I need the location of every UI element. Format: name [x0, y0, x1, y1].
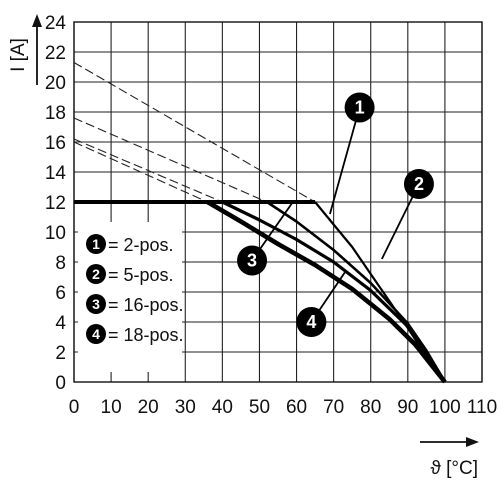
series-3-curve — [221, 200, 447, 383]
x-tick-label: 60 — [286, 397, 307, 418]
x-tick-label: 90 — [397, 397, 418, 418]
legend-marker-number: 2 — [92, 266, 100, 282]
legend-marker-number: 1 — [92, 236, 100, 252]
legend-marker-number: 4 — [92, 326, 100, 342]
y-tick-label: 8 — [55, 253, 66, 274]
legend-marker-3 — [86, 294, 106, 314]
x-axis-arrowhead — [466, 437, 479, 447]
callout-2-number: 2 — [414, 174, 424, 194]
y-tick-label: 20 — [45, 73, 66, 94]
callout-1-badge — [344, 92, 375, 123]
y-tick-label: 10 — [45, 223, 66, 244]
legend-label: = 16-pos. — [108, 295, 184, 315]
y-axis-title: I [A] — [8, 38, 29, 72]
legend-label: = 18-pos. — [108, 325, 184, 345]
x-tick-label: 30 — [175, 397, 196, 418]
callout-4-badge — [296, 307, 327, 337]
x-tick-label: 40 — [212, 397, 233, 418]
x-axis-title: ϑ [°C] — [430, 458, 478, 479]
callout-3-badge — [237, 245, 268, 276]
callout-4-number: 4 — [306, 312, 316, 332]
x-tick-label: 10 — [101, 397, 122, 418]
y-tick-label: 2 — [55, 343, 66, 364]
x-tick-label: 0 — [69, 397, 80, 418]
y-tick-label: 16 — [45, 133, 66, 154]
legend-marker-1 — [86, 234, 106, 254]
callout-1-leader — [329, 107, 361, 215]
series-4-extrapolation-line — [73, 141, 208, 203]
y-tick-label: 22 — [45, 43, 66, 64]
y-tick-label: 6 — [55, 283, 66, 304]
series-3-extrapolation-line — [73, 138, 223, 203]
x-tick-label: 70 — [323, 397, 344, 418]
y-tick-label: 24 — [45, 13, 67, 34]
callout-2-badge — [403, 169, 434, 199]
callout-3-number: 3 — [247, 251, 257, 271]
x-tick-label: 110 — [467, 397, 497, 418]
series-4-curve — [206, 200, 447, 384]
y-tick-label: 12 — [45, 193, 66, 214]
y-axis-arrowhead — [32, 14, 42, 27]
legend-marker-2 — [86, 264, 106, 284]
y-tick-label: 0 — [55, 373, 66, 394]
legend-label: = 5-pos. — [108, 265, 174, 285]
y-tick-label: 14 — [45, 163, 67, 184]
legend-marker-number: 3 — [92, 296, 100, 312]
y-tick-label: 4 — [55, 313, 66, 334]
x-tick-label: 100 — [429, 397, 461, 418]
y-tick-label: 18 — [45, 103, 66, 124]
x-tick-label: 50 — [249, 397, 270, 418]
callout-1-number: 1 — [355, 98, 365, 118]
legend-marker-4 — [86, 324, 106, 344]
legend-label: = 2-pos. — [108, 235, 174, 255]
series-2-extrapolation-line — [73, 117, 268, 203]
x-tick-label: 80 — [360, 397, 381, 418]
series-1-extrapolation-line — [73, 62, 316, 203]
x-tick-label: 20 — [138, 397, 159, 418]
